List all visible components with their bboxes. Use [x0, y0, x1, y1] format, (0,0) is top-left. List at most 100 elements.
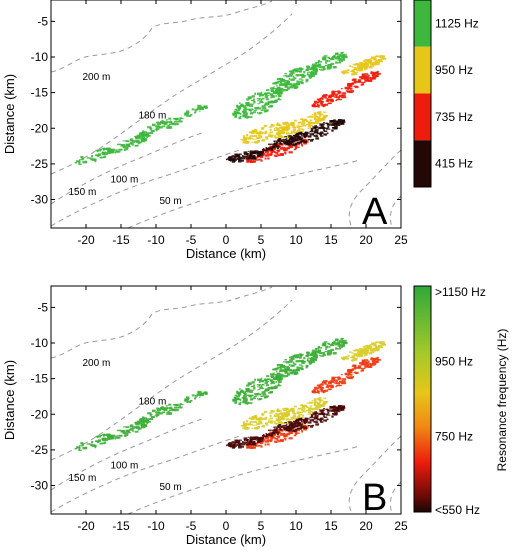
data-point	[361, 62, 363, 64]
data-point	[367, 360, 370, 363]
data-point	[78, 449, 82, 451]
data-point	[367, 74, 370, 77]
data-point	[277, 440, 281, 443]
data-point	[296, 129, 301, 132]
data-point	[268, 418, 271, 420]
x-tick-label: 10	[289, 519, 303, 533]
data-point	[315, 62, 317, 65]
data-point	[186, 114, 191, 117]
data-point	[141, 134, 144, 137]
data-point	[351, 359, 355, 362]
data-point	[298, 359, 303, 363]
data-point	[295, 432, 300, 434]
data-point	[272, 378, 278, 380]
data-point	[309, 363, 312, 365]
data-point	[254, 150, 259, 152]
data-point	[288, 77, 291, 80]
data-point	[235, 399, 238, 403]
data-point	[315, 134, 318, 137]
data-point	[334, 412, 338, 414]
data-point	[333, 405, 336, 408]
data-point	[270, 87, 274, 89]
data-point	[357, 64, 361, 66]
data-point	[191, 108, 195, 111]
data-point	[256, 151, 260, 154]
data-point	[303, 427, 305, 430]
data-point	[248, 138, 250, 140]
data-point	[298, 126, 301, 128]
data-point	[260, 377, 263, 380]
data-point	[280, 430, 284, 432]
data-point	[326, 353, 331, 356]
data-point	[194, 108, 198, 111]
data-point	[155, 411, 157, 414]
x-tick-label: -5	[186, 233, 197, 247]
data-point	[110, 151, 115, 154]
data-point	[334, 382, 337, 384]
data-point	[184, 400, 186, 402]
data-point	[361, 349, 365, 351]
data-point	[271, 431, 276, 434]
data-point	[285, 138, 288, 141]
data-point	[286, 375, 288, 378]
data-point	[281, 131, 286, 134]
data-point	[283, 83, 288, 85]
data-point	[277, 367, 282, 369]
data-point	[317, 402, 321, 405]
data-point	[291, 139, 295, 142]
data-point	[257, 100, 259, 102]
data-point	[338, 98, 342, 101]
data-point	[334, 93, 339, 95]
data-point	[254, 378, 256, 381]
data-point	[303, 71, 306, 74]
data-point	[275, 381, 278, 383]
data-point	[197, 107, 201, 110]
data-point	[253, 437, 256, 440]
data-point	[225, 158, 228, 161]
data-point	[292, 71, 295, 73]
data-point	[321, 381, 325, 384]
data-point	[122, 146, 125, 149]
data-point	[137, 420, 141, 423]
data-point	[333, 409, 337, 411]
data-point	[238, 155, 241, 158]
data-point	[249, 389, 254, 392]
data-point	[286, 420, 289, 423]
data-point	[170, 408, 175, 411]
data-point	[356, 80, 361, 83]
data-point	[315, 105, 319, 107]
data-point	[320, 421, 324, 423]
data-point	[288, 144, 291, 147]
data-point	[335, 61, 338, 64]
data-point	[238, 112, 240, 114]
data-point	[81, 158, 84, 160]
data-point	[363, 349, 368, 351]
data-point	[262, 128, 265, 130]
data-point	[343, 55, 347, 58]
data-point	[362, 351, 367, 354]
data-point	[238, 116, 242, 120]
data-point	[365, 345, 369, 347]
data-point	[382, 343, 386, 346]
data-point	[241, 159, 244, 162]
data-point	[289, 371, 293, 375]
data-point	[272, 86, 275, 88]
data-point	[283, 369, 288, 371]
data-point	[105, 438, 108, 441]
data-point	[264, 443, 267, 446]
data-point	[363, 63, 367, 67]
data-point	[322, 403, 325, 406]
data-point	[250, 99, 255, 102]
data-point	[339, 344, 341, 346]
data-point	[196, 107, 199, 111]
data-point	[273, 414, 276, 416]
data-point	[155, 413, 160, 417]
data-point	[323, 95, 327, 97]
data-point	[286, 136, 290, 139]
data-point	[277, 97, 280, 100]
x-tick-label: 15	[324, 519, 338, 533]
contour-200m	[51, 0, 273, 73]
data-point	[290, 121, 295, 123]
